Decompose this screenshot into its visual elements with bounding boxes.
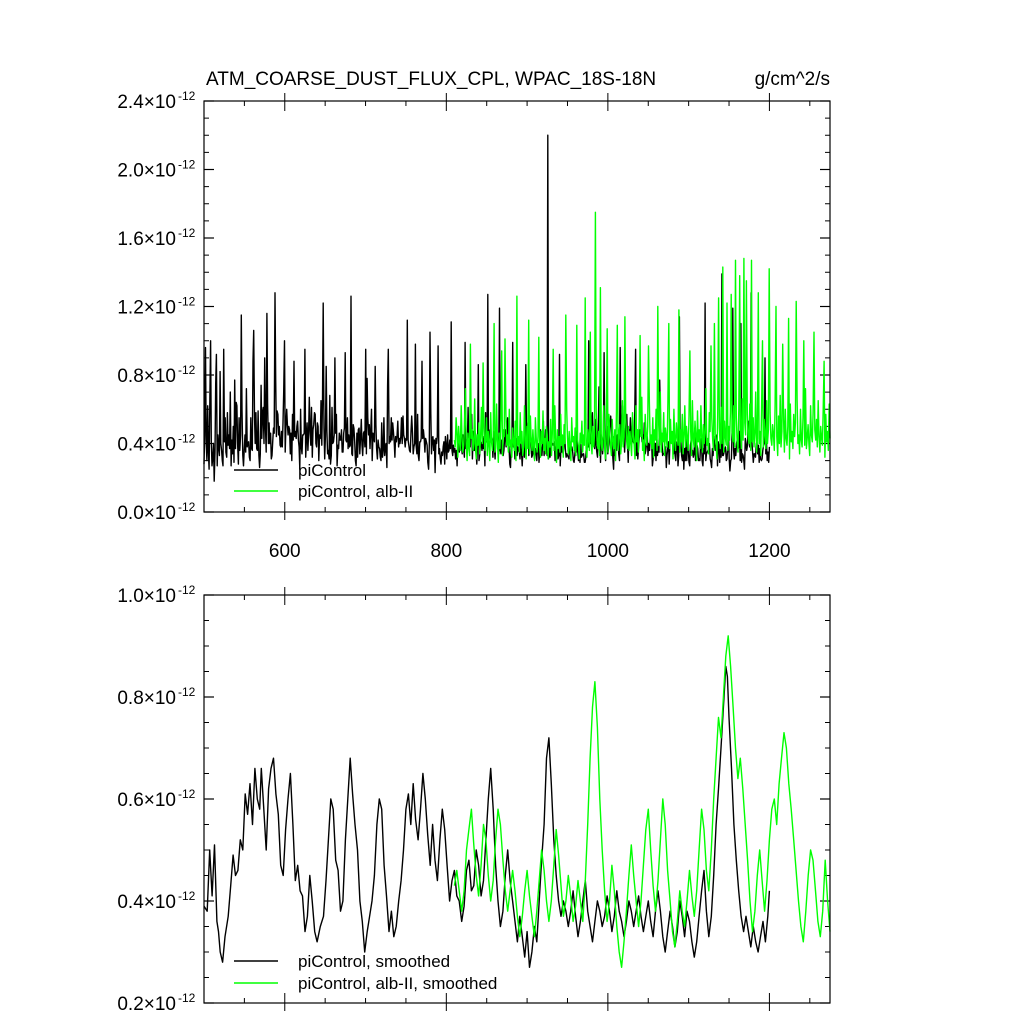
y-tick-exponent: -12 xyxy=(178,583,196,597)
y-tick-exponent: -12 xyxy=(178,685,196,699)
y-tick-label: 0.4×10 xyxy=(117,435,176,456)
top-panel-ticks: 0.0×10 -120.4×10 -120.8×10 -121.2×10 -121.6×… xyxy=(117,89,830,562)
y-tick-exponent: -12 xyxy=(178,889,196,903)
chart-title: ATM_COARSE_DUST_FLUX_CPL, WPAC_18S-18N xyxy=(206,69,656,90)
y-tick-exponent: -12 xyxy=(178,432,196,446)
y-tick-label: 2.4×10 xyxy=(117,92,176,113)
y-tick-label: 0.0×10 xyxy=(117,503,176,524)
y-tick-label: 0.8×10 xyxy=(117,366,176,387)
series-picontrol-alb-ii-line xyxy=(453,211,831,463)
series-picontrol-smoothed-line xyxy=(203,665,771,968)
y-tick-label: 1.2×10 xyxy=(117,298,176,319)
bottom-panel-legend: piControl, smoothed piControl, alb-II, sm… xyxy=(234,952,497,993)
y-tick-label: 0.6×10 xyxy=(117,790,176,811)
x-tick-label: 600 xyxy=(269,541,301,562)
bottom-panel-series xyxy=(203,635,831,968)
y-tick-exponent: -12 xyxy=(178,226,196,240)
x-tick-label: 1200 xyxy=(748,541,790,562)
y-tick-label: 0.8×10 xyxy=(117,688,176,709)
top-panel-legend: piControl piControl, alb-II xyxy=(234,461,413,501)
y-tick-exponent: -12 xyxy=(178,787,196,801)
x-tick-label: 1000 xyxy=(587,541,629,562)
series-picontrol-alb-ii-smoothed-line xyxy=(453,635,831,968)
y-tick-label: 0.4×10 xyxy=(117,892,176,913)
y-tick-exponent: -12 xyxy=(178,500,196,514)
chart-units: g/cm^2/s xyxy=(755,69,830,90)
top-panel-series xyxy=(203,134,831,482)
y-tick-label: 1.0×10 xyxy=(117,586,176,607)
x-tick-label: 800 xyxy=(430,541,462,562)
y-tick-label: 2.0×10 xyxy=(117,161,176,182)
bottom-panel-ticks: 0.2×10 -120.4×10 -120.6×10 -120.8×10 -121.0×… xyxy=(117,583,830,1015)
y-tick-label: 0.2×10 xyxy=(117,994,176,1015)
y-tick-exponent: -12 xyxy=(178,991,196,1005)
legend-label: piControl, smoothed xyxy=(298,952,450,971)
bottom-panel-frame xyxy=(203,594,831,1004)
y-tick-label: 1.6×10 xyxy=(117,229,176,250)
legend-label: piControl, alb-II, smoothed xyxy=(298,974,497,993)
y-tick-exponent: -12 xyxy=(178,363,196,377)
y-tick-exponent: -12 xyxy=(178,158,196,172)
top-panel-frame xyxy=(203,100,831,513)
y-tick-exponent: -12 xyxy=(178,89,196,103)
bottom-panel: 0.2×10 -120.4×10 -120.6×10 -120.8×10 -121.0×… xyxy=(117,583,831,1015)
legend-label: piControl xyxy=(298,461,366,480)
legend-label: piControl, alb-II xyxy=(298,482,413,501)
top-panel: ATM_COARSE_DUST_FLUX_CPL, WPAC_18S-18N g… xyxy=(117,69,831,562)
y-tick-exponent: -12 xyxy=(178,295,196,309)
